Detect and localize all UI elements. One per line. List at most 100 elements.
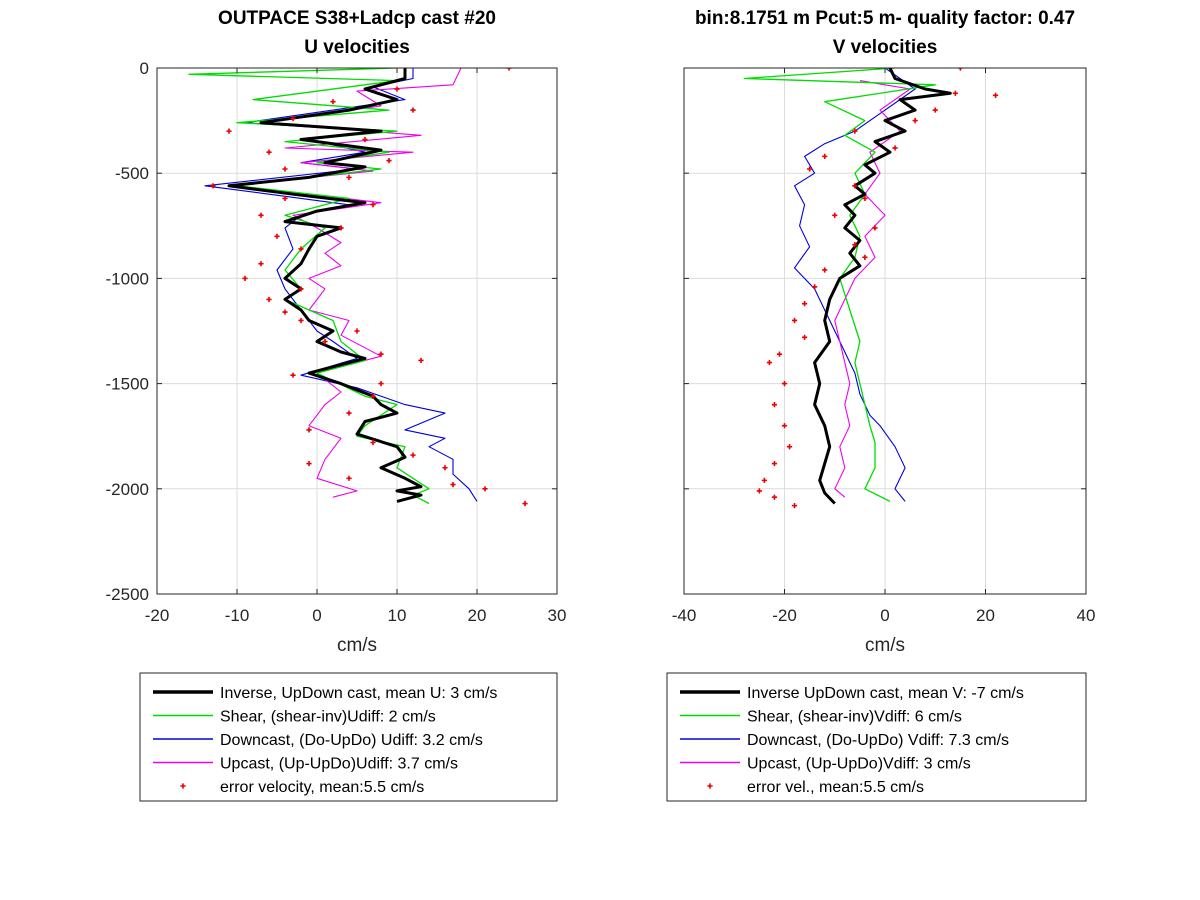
error-marker (482, 486, 488, 492)
error-marker (852, 183, 858, 189)
data-series (188, 68, 528, 507)
legend: Inverse, UpDown cast, mean U: 3 cm/s Shea… (139, 672, 558, 802)
error-marker (282, 309, 288, 315)
error-marker (771, 402, 778, 408)
error-marker (992, 92, 999, 98)
error-marker (274, 233, 280, 239)
error-marker (761, 477, 767, 483)
error-marker (832, 212, 838, 218)
x-tick-label: 20 (468, 606, 487, 625)
error-marker (862, 254, 868, 260)
error-marker (362, 136, 368, 143)
legend-swatch (180, 783, 186, 789)
error-marker (410, 107, 416, 113)
y-tick-label: -1500 (106, 375, 149, 394)
y-tick-label: -1000 (106, 269, 149, 288)
error-marker (786, 444, 793, 450)
error-marker (354, 328, 360, 334)
legend-label: error vel., mean:5.5 cm/s (747, 779, 924, 796)
error-marker (522, 500, 528, 507)
x-tick-label: 40 (1077, 606, 1096, 625)
error-marker (258, 261, 264, 267)
error-marker (322, 338, 328, 345)
x-tick-label: 0 (880, 606, 889, 625)
chart-subtitle: V velocities (833, 37, 938, 58)
error-marker (450, 481, 456, 488)
error-marker (822, 267, 828, 273)
legend-label: Downcast, (Do-UpDo) Vdiff: 7.3 cm/s (747, 732, 1009, 749)
legend-box (666, 672, 1087, 802)
error-marker (210, 183, 216, 189)
y-tick-label: 0 (140, 59, 149, 78)
chart-panel-1: OUTPACE S38+Ladcp cast #20 U velocities -2… (106, 8, 567, 802)
x-tick-label: -10 (225, 606, 250, 625)
error-marker (266, 149, 272, 155)
axes-box (156, 67, 558, 595)
error-marker (802, 334, 808, 340)
error-marker (957, 68, 963, 71)
data-series (743, 68, 999, 509)
chart-title: OUTPACE S38+Ladcp cast #20 (218, 8, 496, 29)
error-marker (298, 286, 304, 292)
legend-label: Upcast, (Up-UpDo)Vdiff: 3 cm/s (747, 756, 971, 773)
legend: Inverse UpDown cast, mean V: -7 cm/s Shea… (666, 672, 1087, 802)
x-tick-label: 20 (976, 606, 995, 625)
error-marker (282, 166, 288, 172)
grid (684, 68, 1086, 594)
x-tick-label: 10 (388, 606, 407, 625)
error-marker (807, 166, 813, 172)
y-tick-label: -500 (115, 164, 149, 183)
error-marker (766, 359, 773, 366)
error-marker (410, 452, 416, 458)
error-marker (791, 503, 798, 509)
series-line-4 (834, 80, 911, 498)
y-tick-label: -2500 (106, 585, 149, 604)
chart-panel-2: bin:8.1751 m Pcut:5 m- quality factor: 0… (666, 8, 1096, 802)
legend-label: Inverse, UpDown cast, mean U: 3 cm/s (220, 685, 497, 702)
error-marker (892, 145, 898, 151)
error-marker (771, 460, 778, 467)
error-marker (852, 242, 858, 248)
x-tick-label: 0 (312, 606, 321, 625)
error-marker (290, 115, 296, 122)
x-axis-label: cm/s (865, 635, 905, 656)
error-marker (781, 381, 788, 387)
error-marker (306, 460, 312, 467)
error-marker (370, 439, 376, 446)
chart-title: bin:8.1751 m Pcut:5 m- quality factor: 0… (695, 8, 1075, 29)
error-marker (378, 351, 384, 357)
error-marker (756, 488, 762, 494)
error-marker (290, 372, 296, 378)
series-line-3 (793, 68, 916, 502)
error-marker (442, 465, 448, 471)
error-marker (418, 357, 424, 364)
x-tick-label: 30 (548, 606, 567, 625)
error-marker (338, 225, 344, 231)
series-line-1 (813, 68, 952, 505)
error-marker (781, 423, 788, 429)
legend-label: Downcast, (Do-UpDo) Udiff: 3.2 cm/s (220, 732, 483, 749)
error-marker (346, 475, 352, 481)
error-marker (386, 157, 392, 164)
legend-label: error velocity, mean:5.5 cm/s (220, 779, 424, 796)
error-marker (506, 68, 512, 71)
error-marker (932, 107, 938, 113)
y-tick-label: -2000 (106, 480, 149, 499)
error-marker (912, 118, 918, 124)
error-marker (378, 381, 384, 387)
error-marker (298, 246, 304, 252)
error-marker (812, 284, 818, 290)
x-tick-label: -20 (772, 606, 797, 625)
error-marker (394, 86, 400, 92)
error-marker (872, 225, 878, 231)
error-marker (346, 410, 352, 416)
error-marker (771, 494, 778, 500)
legend-box (139, 672, 558, 802)
x-tick-label: -40 (672, 606, 697, 625)
x-axis-label: cm/s (337, 635, 377, 656)
error-marker (822, 153, 828, 159)
chart-subtitle: U velocities (304, 37, 410, 58)
error-marker (852, 128, 858, 134)
error-marker (258, 212, 264, 218)
